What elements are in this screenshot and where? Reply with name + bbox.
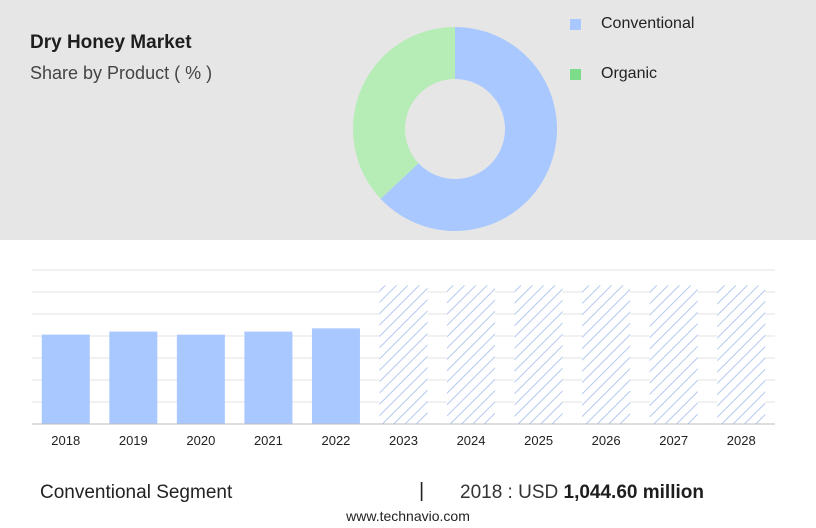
donut-slice-conventional bbox=[380, 27, 557, 231]
forecast-bar-2023 bbox=[379, 285, 428, 424]
x-tick-label: 2020 bbox=[186, 433, 215, 448]
bar-2019 bbox=[109, 331, 158, 424]
bar-chart: 2018 2019 2020 2021 2022 2023 2024 2025 2026 2027… bbox=[32, 269, 775, 448]
forecast-bar-2026 bbox=[582, 285, 631, 424]
x-tick-label: 2025 bbox=[524, 433, 553, 448]
legend-swatch-conventional bbox=[570, 18, 581, 30]
x-tick-label: 2027 bbox=[659, 433, 688, 448]
x-tick-label: 2021 bbox=[254, 433, 283, 448]
forecast-bar-2024 bbox=[447, 285, 496, 424]
x-tick-label: 2026 bbox=[592, 433, 621, 448]
legend-label-organic: Organic bbox=[601, 65, 658, 82]
bar-2020 bbox=[176, 334, 225, 424]
chart-subtitle: Share by Product ( % ) bbox=[30, 63, 213, 83]
x-tick-label: 2023 bbox=[389, 433, 418, 448]
footer-separator: | bbox=[419, 480, 425, 502]
footer-value-text: 1,044.60 million bbox=[563, 482, 704, 503]
donut-slice-organic bbox=[352, 26, 455, 199]
donut-chart bbox=[352, 26, 557, 231]
x-tick-label: 2022 bbox=[321, 433, 350, 448]
legend-item-organic: Organic bbox=[570, 65, 657, 83]
chart-title: Dry Honey Market bbox=[30, 32, 192, 53]
x-tick-label: 2024 bbox=[457, 433, 486, 448]
legend-swatch-organic bbox=[570, 68, 581, 80]
footer-year-label: 2018 : USD bbox=[460, 482, 559, 503]
legend-label-conventional: Conventional bbox=[601, 15, 695, 32]
x-tick-label: 2019 bbox=[119, 433, 148, 448]
footer-value: 2018 : USD 1,044.60 million bbox=[460, 482, 704, 504]
footer-url: www.technavio.com bbox=[346, 508, 470, 524]
legend-item-conventional: Conventional bbox=[570, 15, 694, 33]
bar-2022 bbox=[311, 328, 360, 424]
bar-2018 bbox=[41, 334, 90, 424]
forecast-bar-2025 bbox=[514, 285, 563, 424]
footer-segment-label: Conventional Segment bbox=[40, 482, 233, 503]
x-tick-label: 2018 bbox=[51, 433, 80, 448]
forecast-bar-2027 bbox=[649, 285, 698, 424]
bar-2021 bbox=[244, 331, 293, 424]
x-tick-label: 2028 bbox=[727, 433, 756, 448]
forecast-bar-2028 bbox=[717, 285, 766, 424]
